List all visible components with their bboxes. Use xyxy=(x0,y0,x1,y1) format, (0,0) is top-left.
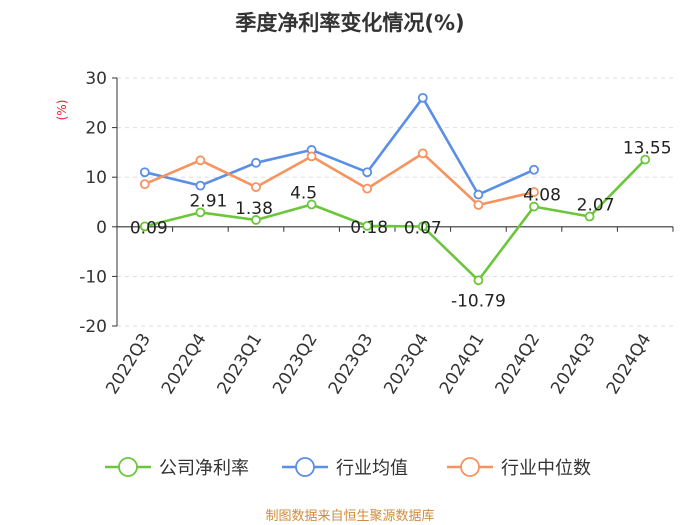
legend-item: 行业中位数 xyxy=(447,457,591,479)
x-tick-label: 2023Q1 xyxy=(214,330,267,398)
data-label: 0.07 xyxy=(404,218,442,238)
data-point xyxy=(417,92,428,103)
data-label: 4.5 xyxy=(290,183,317,203)
data-point xyxy=(640,154,651,165)
x-tick-label: 2024Q4 xyxy=(603,330,656,398)
data-point xyxy=(251,157,261,168)
data-label: 0.18 xyxy=(350,218,388,238)
data-labels: 0.09 2.91 1.38 4.5 0.18 0.07 -10.79 4.08 2.07 13.… xyxy=(130,139,672,312)
data-point xyxy=(473,275,484,286)
data-point xyxy=(417,221,428,232)
data-point xyxy=(529,164,539,175)
x-tick-label: 2024Q2 xyxy=(492,330,545,398)
series-line xyxy=(144,158,647,282)
data-label: -10.79 xyxy=(451,291,506,311)
legend-marker xyxy=(295,457,315,477)
data-point xyxy=(251,215,261,225)
data-point xyxy=(362,221,373,231)
y-tick-label: 0 xyxy=(96,218,107,238)
y-tick-label: 30 xyxy=(85,69,107,89)
data-point xyxy=(417,148,428,159)
legend-item: 公司净利率 xyxy=(105,457,249,479)
x-tick-label: 2022Q3 xyxy=(102,330,155,398)
data-label: 13.55 xyxy=(623,139,672,159)
data-point xyxy=(362,183,373,194)
data-label: 0.09 xyxy=(130,218,168,238)
series-0 xyxy=(139,154,651,286)
data-point xyxy=(473,200,484,210)
x-tick-label: 2023Q4 xyxy=(380,330,433,398)
data-label: 2.07 xyxy=(577,196,615,216)
data-point xyxy=(139,179,150,190)
data-point xyxy=(139,221,150,232)
data-label: 1.38 xyxy=(235,199,273,219)
series-line xyxy=(144,96,535,196)
legend-label: 公司净利率 xyxy=(159,458,249,479)
data-label: 4.08 xyxy=(523,186,561,206)
legend-marker xyxy=(460,457,480,477)
data-point xyxy=(251,182,261,193)
data-point xyxy=(306,151,317,162)
x-tick-label: 2024Q1 xyxy=(436,330,489,398)
data-point xyxy=(473,189,484,200)
data-point xyxy=(529,201,539,212)
series-layer xyxy=(139,92,651,286)
y-tick-label: 20 xyxy=(85,119,107,139)
legend-marker xyxy=(118,457,138,477)
source-note: 制图数据来自恒生聚源数据库 xyxy=(265,508,434,524)
x-tick-label: 2023Q3 xyxy=(325,330,378,398)
y-axis-unit: (%) xyxy=(55,100,69,121)
data-point xyxy=(362,167,373,178)
series-line xyxy=(144,152,535,207)
legend-item: 行业均值 xyxy=(282,457,408,479)
series-1 xyxy=(139,92,539,200)
x-tick-label: 2023Q2 xyxy=(269,330,322,398)
x-tick-label: 2022Q4 xyxy=(158,330,211,398)
data-point xyxy=(529,187,539,197)
legend-label: 行业均值 xyxy=(336,458,408,479)
data-point xyxy=(139,167,150,178)
series-2 xyxy=(139,148,539,210)
data-point xyxy=(584,211,595,222)
y-tick-label: 10 xyxy=(85,168,107,188)
chart-title: 季度净利率变化情况(%) xyxy=(235,11,464,35)
data-point xyxy=(195,207,206,218)
y-tick-label: -10 xyxy=(79,267,107,287)
data-point xyxy=(306,199,317,210)
legend-label: 行业中位数 xyxy=(501,458,591,479)
y-tick-label: -20 xyxy=(79,317,107,337)
data-point xyxy=(195,155,206,166)
x-tick-label: 2024Q3 xyxy=(547,330,600,398)
data-point xyxy=(195,180,206,191)
legend: 公司净利率 行业均值 行业中位数 xyxy=(105,457,591,479)
data-label: 2.91 xyxy=(189,191,227,211)
